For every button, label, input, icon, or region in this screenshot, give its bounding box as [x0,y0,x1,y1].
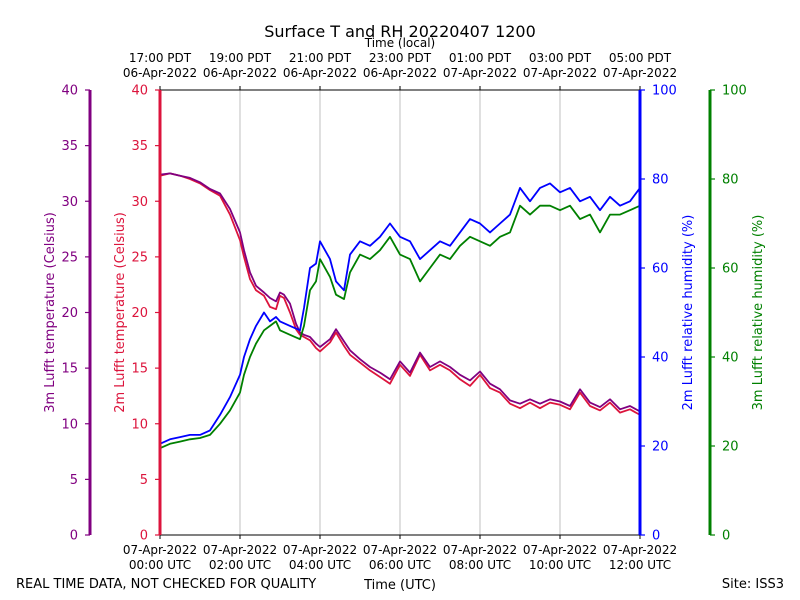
y-axis-title-t3m: 3m Lufft temperature (Celsius) [43,212,58,413]
top-tick-label: 06-Apr-2022 [123,66,197,80]
chart-title: Surface T and RH 20220407 1200 [264,22,536,41]
bottom-tick-label: 12:00 UTC [609,558,671,572]
bottom-tick-label: 10:00 UTC [529,558,591,572]
y-tick-label-rh3m: 60 [722,262,739,277]
bottom-tick-label: 07-Apr-2022 [123,543,197,557]
y-tick-label-t2m: 5 [140,473,148,488]
y-tick-label-t2m: 20 [131,306,148,321]
bottom-tick-label: 04:00 UTC [289,558,351,572]
top-axis-title: Time (local) [364,36,436,50]
y-tick-label-rh3m: 0 [722,529,730,544]
bottom-tick-label: 08:00 UTC [449,558,511,572]
top-tick-label: 05:00 PDT [609,51,672,65]
y-tick-label-t3m: 10 [61,417,78,432]
y-tick-label-t2m: 35 [131,139,148,154]
y-tick-label-t2m: 30 [131,195,148,210]
top-tick-label: 01:00 PDT [449,51,512,65]
series-line-t3m [159,172,641,413]
y-axis-title-rh3m: 3m Lufft relative humidity (%) [751,215,766,411]
y-tick-label-rh2m: 100 [652,84,677,99]
top-tick-label: 19:00 PDT [209,51,272,65]
series-line-rh2m [159,182,641,445]
top-tick-label: 23:00 PDT [369,51,432,65]
y-tick-label-t2m: 40 [131,84,148,99]
y-tick-label-rh2m: 20 [652,440,669,455]
y-tick-label-t3m: 35 [61,139,78,154]
y-tick-label-rh3m: 20 [722,440,739,455]
top-tick-label: 17:00 PDT [129,51,192,65]
y-tick-label-rh2m: 0 [652,529,660,544]
y-tick-label-rh2m: 40 [652,351,669,366]
y-tick-label-t2m: 15 [131,362,148,377]
y-tick-label-rh3m: 80 [722,173,739,188]
bottom-tick-label: 07-Apr-2022 [523,543,597,557]
y-tick-label-rh2m: 60 [652,262,669,277]
bottom-tick-label: 02:00 UTC [209,558,271,572]
top-tick-label: 07-Apr-2022 [523,66,597,80]
top-tick-label: 06-Apr-2022 [363,66,437,80]
series-line-rh3m [159,204,641,450]
y-tick-label-t3m: 20 [61,306,78,321]
top-tick-label: 21:00 PDT [289,51,352,65]
y-tick-label-rh3m: 100 [722,84,747,99]
series-line-t2m [159,172,641,416]
bottom-tick-label: 07-Apr-2022 [283,543,357,557]
bottom-tick-label: 07-Apr-2022 [203,543,277,557]
top-tick-label: 07-Apr-2022 [443,66,517,80]
top-tick-label: 03:00 PDT [529,51,592,65]
bottom-tick-label: 07-Apr-2022 [603,543,677,557]
series-layer [159,172,641,450]
y-tick-label-t3m: 25 [61,250,78,265]
y-axis-title-t2m: 2m Lufft temperature (Celsius) [113,212,128,413]
y-tick-label-t3m: 30 [61,195,78,210]
bottom-tick-label: 00:00 UTC [129,558,191,572]
top-tick-label: 06-Apr-2022 [203,66,277,80]
y-tick-label-t3m: 15 [61,362,78,377]
footer-quality-note: REAL TIME DATA, NOT CHECKED FOR QUALITY [16,577,316,592]
y-tick-label-t3m: 0 [70,529,78,544]
bottom-tick-label: 07-Apr-2022 [363,543,437,557]
y-tick-label-rh3m: 40 [722,351,739,366]
y-tick-label-t2m: 25 [131,250,148,265]
top-tick-label: 06-Apr-2022 [283,66,357,80]
footer-site-label: Site: ISS3 [722,577,784,592]
bottom-tick-label: 06:00 UTC [369,558,431,572]
grid [239,90,561,535]
y-tick-label-t2m: 0 [140,529,148,544]
y-tick-label-t3m: 40 [61,84,78,99]
y-tick-label-t2m: 10 [131,417,148,432]
bottom-axis-title: Time (UTC) [363,578,436,593]
top-tick-label: 07-Apr-2022 [603,66,677,80]
y-tick-label-rh2m: 80 [652,173,669,188]
y-axis-title-rh2m: 2m Lufft relative humidity (%) [681,215,696,411]
bottom-tick-label: 07-Apr-2022 [443,543,517,557]
y-tick-label-t3m: 5 [70,473,78,488]
